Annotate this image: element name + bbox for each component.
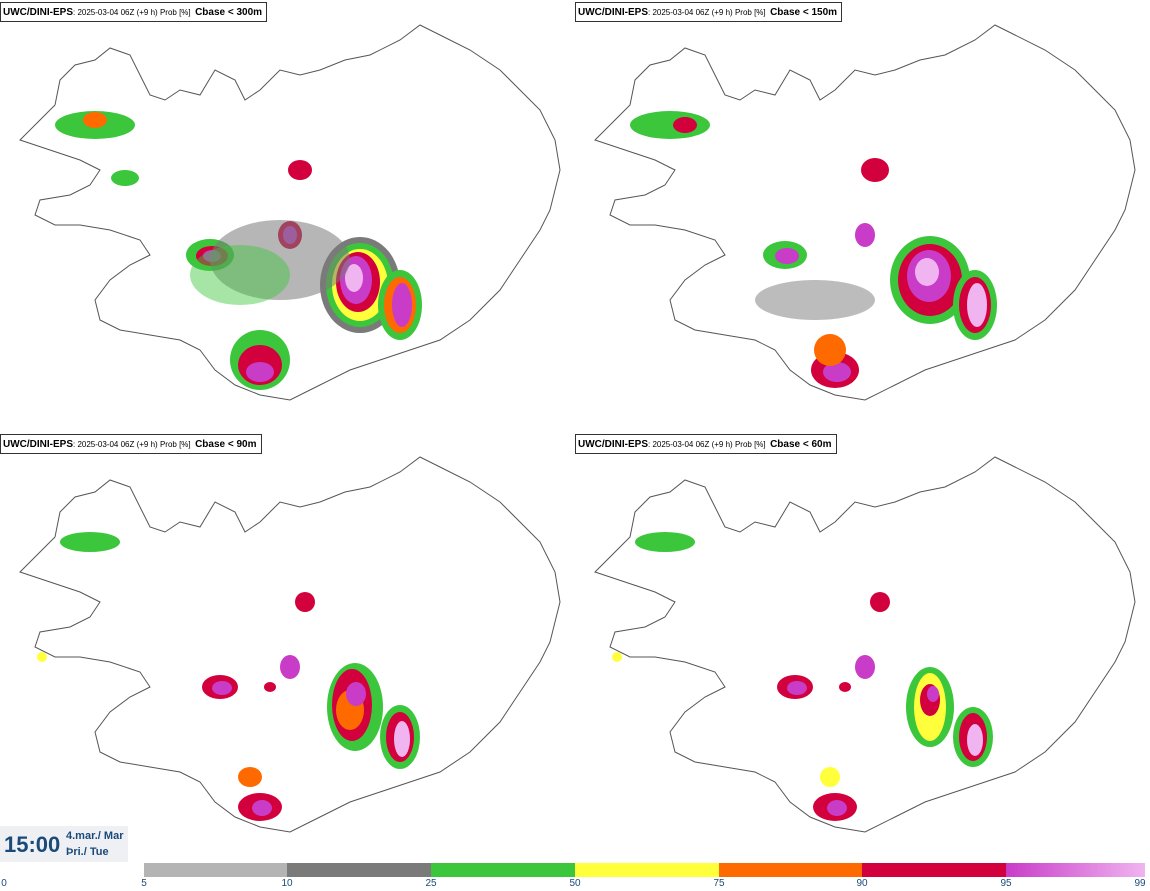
legend-swatch [144, 863, 287, 877]
valid-date: 4.mar./ Mar [66, 830, 124, 842]
model-name: UWC/DINI-EPS [3, 439, 73, 450]
probability-area [820, 767, 840, 787]
panel-title: UWC/DINI-EPS: 2025-03-04 06Z (+9 h) Prob… [0, 434, 262, 454]
probability-area [295, 592, 315, 612]
probability-area [827, 800, 847, 816]
run-info: : 2025-03-04 06Z (+9 h) Prob [%] [648, 440, 766, 449]
map-panel-90m: UWC/DINI-EPS: 2025-03-04 06Z (+9 h) Prob… [0, 432, 575, 862]
iceland-map [594, 24, 1136, 401]
probability-area [814, 334, 846, 366]
probability-area [612, 652, 622, 662]
model-name: UWC/DINI-EPS [578, 7, 648, 18]
parameter-label: Cbase < 90m [195, 439, 257, 450]
legend-tick-label: 99 [1134, 878, 1146, 889]
probability-area [630, 111, 710, 139]
legend-tick-label: 10 [281, 878, 293, 889]
probability-area [345, 264, 363, 292]
model-name: UWC/DINI-EPS [3, 7, 73, 18]
model-name: UWC/DINI-EPS [578, 439, 648, 450]
legend-tick-label: 75 [713, 878, 725, 889]
probability-area [967, 724, 983, 756]
coastline [594, 456, 1136, 833]
probability-area [210, 220, 350, 300]
valid-time-box: 15:00 4.mar./ Mar Þri./ Tue [0, 826, 128, 862]
coastline [19, 456, 561, 833]
coastline [594, 24, 1136, 401]
valid-time: 15:00 [4, 832, 61, 857]
probability-area [673, 117, 697, 133]
probability-area [394, 721, 410, 757]
probability-area [755, 280, 875, 320]
probability-area [855, 655, 875, 679]
probability-area [246, 362, 274, 382]
parameter-label: Cbase < 60m [770, 439, 832, 450]
probability-area [190, 245, 290, 305]
probability-area [967, 283, 987, 327]
panel-title: UWC/DINI-EPS: 2025-03-04 06Z (+9 h) Prob… [0, 2, 268, 22]
probability-area [238, 767, 262, 787]
probability-area [346, 682, 366, 706]
probability-area [212, 681, 232, 695]
legend-swatch [431, 863, 575, 877]
legend-swatch [719, 863, 862, 877]
panel-title: UWC/DINI-EPS: 2025-03-04 06Z (+9 h) Prob… [575, 2, 843, 22]
run-info: : 2025-03-04 06Z (+9 h) Prob [%] [73, 8, 191, 17]
probability-area [823, 362, 851, 382]
probability-area [60, 532, 120, 552]
probability-area [280, 655, 300, 679]
legend-tick-label: 5 [141, 878, 147, 889]
legend-swatch [575, 863, 719, 877]
probability-area [37, 652, 47, 662]
iceland-map [594, 456, 1136, 833]
probability-area [83, 112, 107, 128]
legend-tick-label: 90 [856, 878, 868, 889]
map-panel-60m: UWC/DINI-EPS: 2025-03-04 06Z (+9 h) Prob… [575, 432, 1150, 862]
legend-tick-label: 95 [1000, 878, 1012, 889]
probability-area [787, 681, 807, 695]
color-legend: 0 5 10 25 50 75 90 95 99 [0, 860, 1150, 891]
probability-area [870, 592, 890, 612]
probability-area [855, 223, 875, 247]
panel-title: UWC/DINI-EPS: 2025-03-04 06Z (+9 h) Prob… [575, 434, 837, 454]
parameter-label: Cbase < 300m [195, 7, 263, 18]
probability-area [927, 686, 939, 702]
legend-tick-label: 0 [1, 878, 7, 889]
probability-area [635, 532, 695, 552]
legend-swatch [862, 863, 1006, 877]
map-panel-300m: UWC/DINI-EPS: 2025-03-04 06Z (+9 h) Prob… [0, 0, 575, 430]
probability-area [288, 160, 312, 180]
probability-area [839, 682, 851, 692]
run-info: : 2025-03-04 06Z (+9 h) Prob [%] [648, 8, 766, 17]
legend-swatch [287, 863, 431, 877]
probability-area [111, 170, 139, 186]
probability-area [915, 258, 939, 286]
parameter-label: Cbase < 150m [770, 7, 838, 18]
probability-area [264, 682, 276, 692]
legend-swatch [1006, 863, 1145, 877]
run-info: : 2025-03-04 06Z (+9 h) Prob [%] [73, 440, 191, 449]
legend-tick-label: 25 [425, 878, 437, 889]
probability-area [252, 800, 272, 816]
probability-area [392, 283, 412, 327]
iceland-map [19, 456, 561, 833]
probability-area [775, 248, 799, 264]
probability-area [861, 158, 889, 182]
map-panel-150m: UWC/DINI-EPS: 2025-03-04 06Z (+9 h) Prob… [575, 0, 1150, 430]
iceland-map [19, 24, 561, 401]
coastline [19, 24, 561, 401]
valid-weekday: Þri./ Tue [66, 846, 109, 858]
legend-tick-label: 50 [569, 878, 581, 889]
